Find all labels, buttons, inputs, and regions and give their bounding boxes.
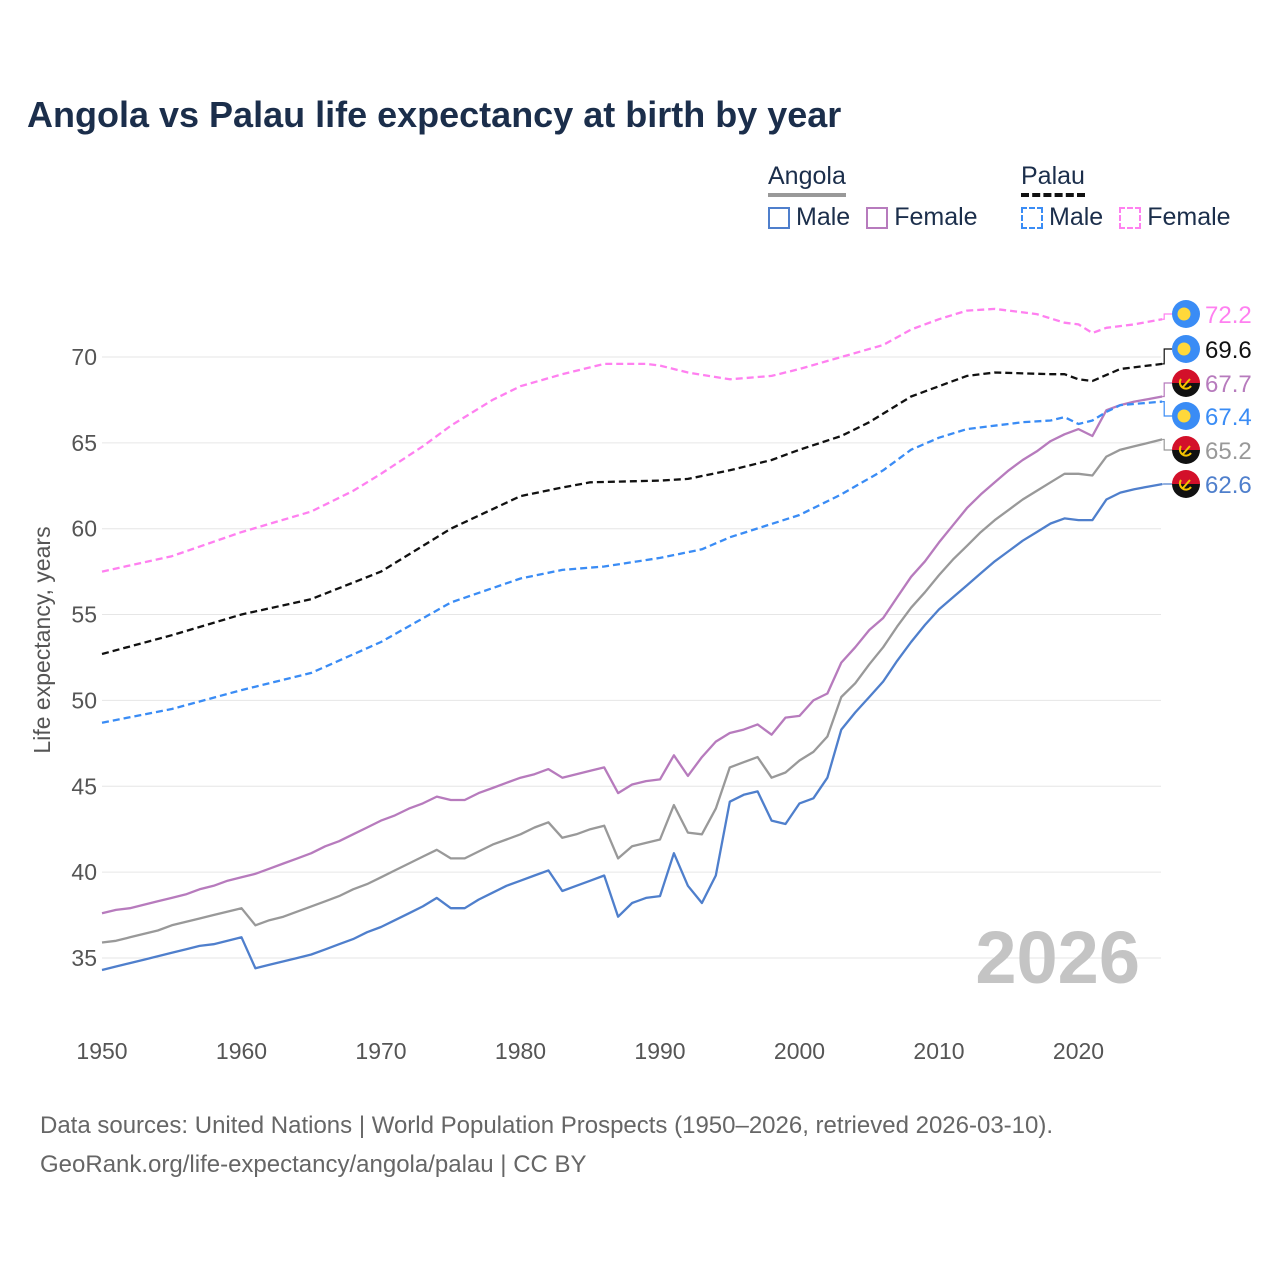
palau-flag-icon: [1172, 300, 1200, 328]
end-value-label: 65.2: [1205, 438, 1252, 465]
y-tick-label: 50: [71, 687, 97, 713]
series-lines: [101, 307, 1163, 972]
legend-label: Female: [894, 203, 978, 231]
flag-emblem: [1178, 445, 1192, 457]
flag-disc: [1177, 409, 1191, 423]
angola-flag-icon: [1172, 369, 1200, 397]
legend-palau-heading: Palau: [1021, 162, 1085, 197]
end-value-label: 67.7: [1205, 371, 1252, 398]
flag-disc: [1177, 307, 1191, 321]
end-value-label: 72.2: [1205, 302, 1252, 329]
legend-angola: Angola Male Female: [768, 162, 994, 236]
x-tick-label: 1980: [495, 1038, 546, 1064]
end-labels: 72.2 69.6 67.7 67.4 65.2 62.6: [1162, 300, 1252, 499]
source-line: Data sources: United Nations | World Pop…: [40, 1112, 1054, 1139]
legend-swatch: [866, 206, 889, 229]
legend-angola-heading: Angola: [768, 162, 846, 197]
y-axis-ticks: 35 40 45 50 55 60 65 70: [71, 344, 97, 971]
legend-swatch: [1119, 206, 1142, 229]
x-tick-label: 1970: [355, 1038, 406, 1064]
y-tick-label: 60: [71, 516, 97, 542]
label-connector: [1162, 438, 1173, 451]
x-tick-label: 1960: [216, 1038, 267, 1064]
series-line-angola-male: [101, 482, 1163, 972]
end-value-label: 69.6: [1205, 337, 1252, 364]
legend-swatch: [768, 206, 790, 229]
y-tick-label: 65: [71, 430, 97, 456]
flag-bottom: [1172, 484, 1200, 498]
legend-label: Female: [1147, 203, 1231, 231]
gridlines: [102, 356, 1161, 959]
flag-emblem: [1178, 378, 1192, 390]
angola-flag-icon: [1172, 470, 1200, 498]
label-connector: [1162, 401, 1173, 417]
y-tick-label: 35: [71, 945, 97, 971]
flag-disc: [1177, 342, 1191, 356]
label-connector: [1162, 348, 1173, 365]
source-note: Data sources: United Nations | World Pop…: [40, 1106, 1053, 1184]
x-tick-label: 2020: [1053, 1038, 1104, 1064]
legend-palau-female[interactable]: Female: [1119, 203, 1231, 232]
flag-bottom: [1172, 383, 1200, 397]
year-watermark: 2026: [975, 916, 1140, 999]
series-line-palau-female: [101, 307, 1163, 573]
y-tick-label: 70: [71, 344, 97, 370]
flag-emblem: [1178, 479, 1192, 491]
series-line-angola: [101, 438, 1163, 944]
y-tick-label: 55: [71, 602, 97, 628]
series-line-angola-female: [101, 395, 1163, 915]
flag-top: [1172, 369, 1200, 383]
series-line-palau-male: [101, 400, 1163, 724]
x-axis-ticks: 1950 1960 1970 1980 1990 2000 2010 2020: [76, 1038, 1104, 1064]
palau-flag-icon: [1172, 402, 1200, 430]
legend-swatch: [1021, 206, 1043, 229]
flag-top: [1172, 470, 1200, 484]
x-tick-label: 1950: [76, 1038, 127, 1064]
label-connector: [1162, 382, 1173, 398]
x-tick-label: 2010: [913, 1038, 964, 1064]
y-axis-label: Life expectancy, years: [29, 526, 55, 753]
flag-bottom: [1172, 450, 1200, 464]
y-tick-label: 40: [71, 859, 97, 885]
chart-title: Angola vs Palau life expectancy at birth…: [27, 94, 842, 135]
flag-top: [1172, 436, 1200, 450]
end-value-label: 67.4: [1205, 404, 1252, 431]
x-tick-label: 1990: [634, 1038, 685, 1064]
x-tick-label: 2000: [774, 1038, 825, 1064]
end-value-label: 62.6: [1205, 472, 1252, 499]
label-connector: [1162, 313, 1173, 320]
y-tick-label: 45: [71, 773, 97, 799]
legend-palau-male[interactable]: Male: [1021, 203, 1103, 232]
source-link[interactable]: GeoRank.org/life-expectancy/angola/palau…: [40, 1151, 587, 1178]
legend-angola-female[interactable]: Female: [866, 203, 978, 232]
legend-angola-male[interactable]: Male: [768, 203, 850, 232]
angola-flag-icon: [1172, 436, 1200, 464]
series-line-palau: [101, 362, 1163, 656]
legend-label: Male: [796, 203, 851, 231]
palau-flag-icon: [1172, 335, 1200, 363]
legend-palau: Palau Male Female: [1021, 162, 1247, 236]
legend-label: Male: [1049, 203, 1104, 231]
